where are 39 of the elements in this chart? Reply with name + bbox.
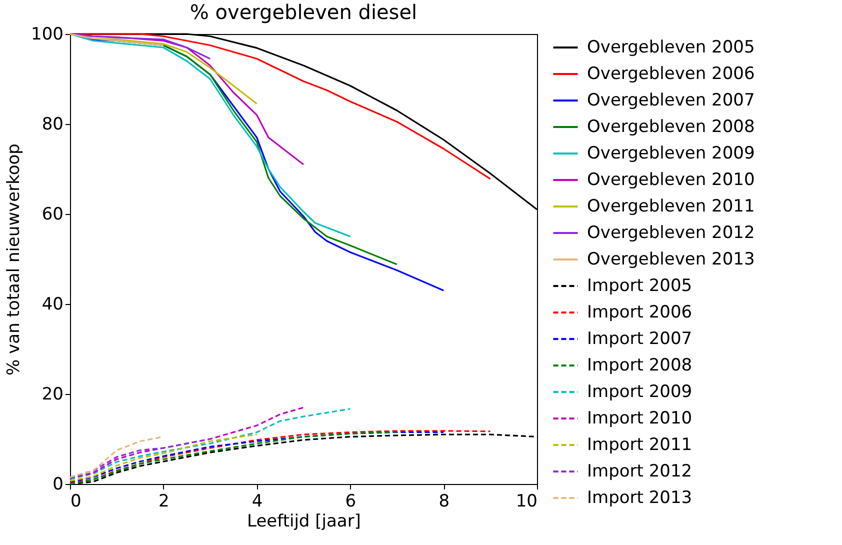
- legend-label: Overgebleven 2007: [587, 90, 755, 110]
- legend-label: Import 2010: [587, 408, 692, 428]
- y-tick-label: 80: [42, 114, 64, 134]
- x-axis-title: Leeftijd [jaar]: [247, 512, 361, 532]
- legend-label: Import 2006: [587, 302, 692, 322]
- line-series: [69, 33, 492, 180]
- legend-label: Import 2007: [587, 329, 692, 349]
- legend-label: Overgebleven 2013: [587, 250, 755, 270]
- y-tick-label: 40: [42, 294, 64, 314]
- legend-label: Overgebleven 2009: [587, 144, 755, 164]
- line-series: [69, 33, 351, 238]
- legend-label: Import 2005: [587, 276, 692, 296]
- legend-label: Overgebleven 2010: [587, 170, 755, 190]
- y-tick-label: 100: [31, 24, 64, 44]
- legend-label: Overgebleven 2011: [587, 196, 755, 216]
- legend-label: Import 2013: [587, 488, 692, 508]
- x-tick-label: 0: [70, 492, 82, 512]
- line-series: [69, 408, 351, 480]
- y-tick-label: 20: [42, 384, 64, 404]
- legend-label: Import 2008: [587, 356, 692, 376]
- x-tick-label: 4: [252, 492, 263, 512]
- x-tick-label: 8: [438, 492, 450, 512]
- legend-label: Import 2012: [587, 462, 692, 482]
- legend-label: Import 2009: [587, 382, 692, 402]
- y-axis-title: % van totaal nieuwverkoop: [4, 144, 24, 376]
- y-tick-label: 60: [42, 204, 64, 224]
- line-series: [69, 431, 398, 485]
- legend-label: Overgebleven 2006: [587, 64, 755, 84]
- x-tick-label: 10: [516, 492, 538, 512]
- legend-label: Overgebleven 2012: [587, 223, 755, 243]
- chart-title: % overgebleven diesel: [190, 0, 418, 24]
- line-series: [69, 33, 164, 46]
- legend-label: Import 2011: [587, 435, 692, 455]
- legend-label: Overgebleven 2008: [587, 117, 755, 137]
- x-tick-label: 6: [345, 492, 356, 512]
- legend-label: Overgebleven 2005: [587, 38, 755, 58]
- line-series: [69, 434, 258, 482]
- y-tick-label: 0: [52, 474, 64, 494]
- x-tick-label: 2: [158, 492, 170, 512]
